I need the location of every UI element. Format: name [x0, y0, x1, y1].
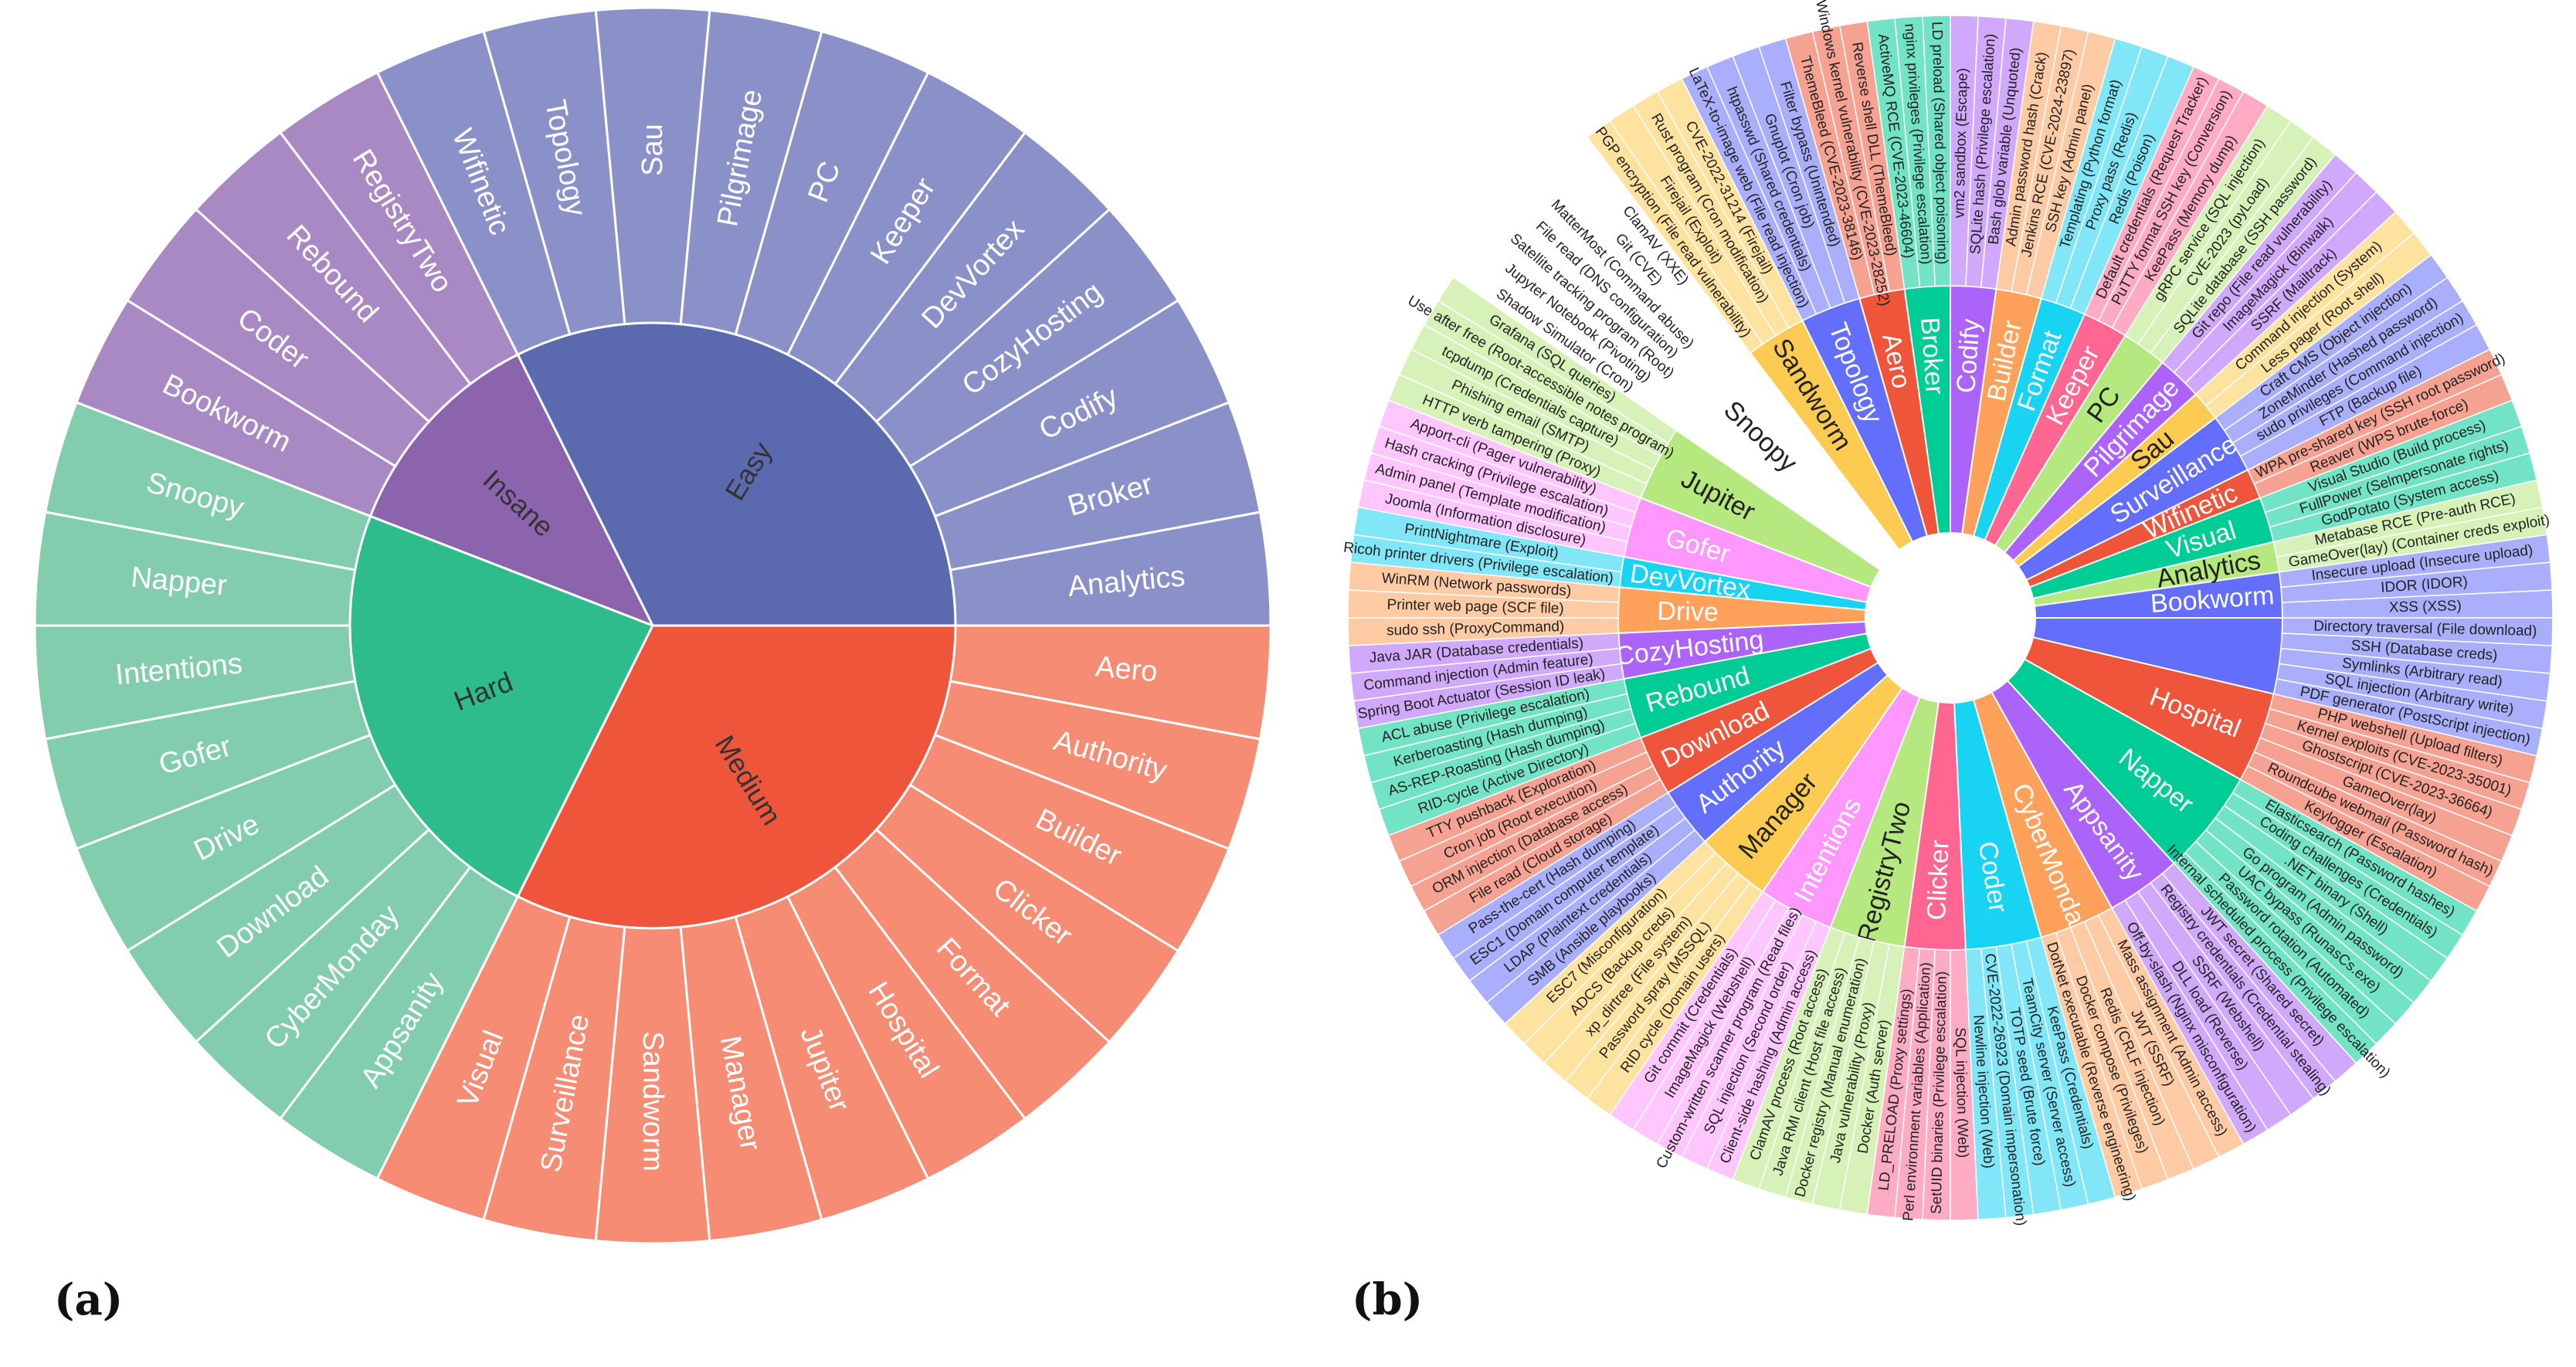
technique-bookworm2-4[interactable]: [2281, 617, 2554, 646]
leaf-label-sau: Sau: [636, 124, 669, 176]
technique-label-clicker-3: SQL injection (Web): [1952, 1027, 1971, 1158]
box-label-clicker: Clicker: [1922, 840, 1955, 921]
box-label-broker: Broker: [1915, 317, 1950, 396]
sunburst-b: Bookworm XSS (XSS)IDOR (IDOR)Insecure upl…: [1342, 0, 2554, 1226]
technique-label-bookworm-0: XSS (XSS): [2389, 598, 2462, 616]
panel-label-a: (a): [54, 1274, 124, 1325]
center-hole: [1865, 533, 2035, 703]
leaf-aero[interactable]: [949, 624, 1272, 741]
panel-label-b: (b): [1352, 1274, 1424, 1325]
leaf-label-sandworm: Sandworm: [636, 1031, 669, 1172]
sunburst-a: EasyAnalyticsBrokerCodifyCozyHostingDevV…: [33, 6, 1272, 1245]
box-label-codify: Codify: [1951, 317, 1986, 394]
box-label-drive: Drive: [1657, 596, 1719, 627]
leaf-label-aero: Aero: [1094, 650, 1159, 688]
technique-label-codify-2: vm2 sandbox (Escape): [1951, 68, 1970, 219]
